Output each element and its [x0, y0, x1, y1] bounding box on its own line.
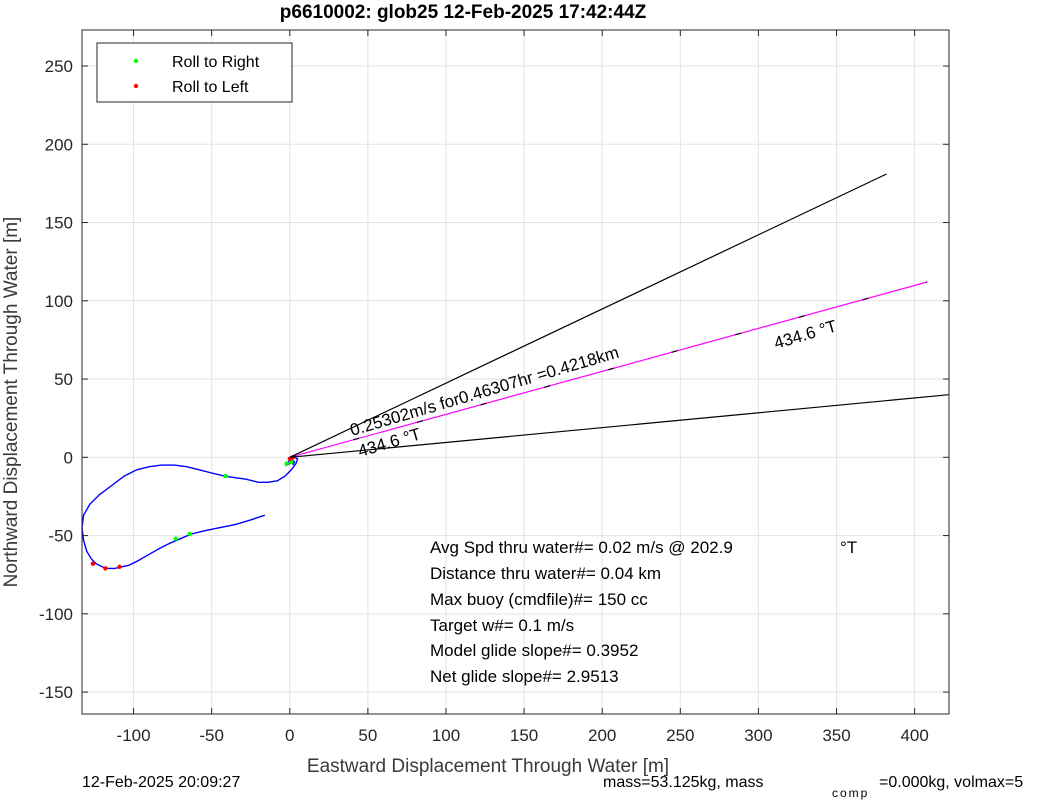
axis-ticks: -100 -50 0 50 100 150 200 250 300 350 400 -150 -100 -…: [39, 30, 949, 745]
legend-box: [96, 42, 293, 103]
stats-block: Avg Spd thru water#= 0.02 m/s @ 202.9 °T…: [430, 538, 857, 686]
y-tick-label: 200: [45, 135, 73, 154]
x-tick-label: -100: [117, 726, 151, 745]
x-tick-label: 50: [358, 726, 377, 745]
x-tick-label: 100: [432, 726, 460, 745]
stat-avg-speed: Avg Spd thru water#= 0.02 m/s @ 202.9: [430, 538, 733, 557]
stat-net-glide: Net glide slope#= 2.9513: [430, 667, 619, 686]
heading-line-0: [289, 173, 887, 458]
stat-avg-speed-unit: °T: [840, 538, 857, 557]
stat-distance: Distance thru water#= 0.04 km: [430, 564, 661, 583]
x-tick-label: 200: [588, 726, 616, 745]
y-tick-label: 100: [45, 292, 73, 311]
x-axis-label: Eastward Displacement Through Water [m]: [307, 756, 669, 777]
roll-left-point: [117, 564, 122, 570]
x-tick-label: 0: [285, 726, 294, 745]
x-tick-label: 250: [666, 726, 694, 745]
y-tick-label: -50: [48, 527, 73, 546]
roll-markers: [90, 455, 296, 571]
x-tick-label: 300: [744, 726, 772, 745]
y-tick-label: 50: [54, 370, 73, 389]
footer-volmax: =0.000kg, volmax=5: [879, 774, 1023, 791]
y-tick-label: 150: [45, 214, 73, 233]
legend: Roll to Right Roll to Left: [96, 42, 293, 103]
plot-frame: [81, 29, 950, 715]
heading-line-dash-overlay: [289, 281, 928, 458]
grid-lines: [82, 30, 949, 714]
y-axis-label: Northward Displacement Through Water [m]: [1, 217, 22, 588]
footer-timestamp: 12-Feb-2025 20:09:27: [82, 774, 240, 791]
x-tick-label: -50: [199, 726, 224, 745]
y-tick-label: 0: [64, 448, 73, 467]
roll-right-point: [284, 461, 289, 466]
stat-model-glide: Model glide slope#= 0.3952: [430, 641, 638, 660]
x-tick-label: 150: [510, 726, 538, 745]
roll-left-point: [103, 566, 108, 571]
y-tick-label: -150: [39, 683, 73, 702]
stat-target-w: Target w#= 0.1 m/s: [430, 616, 574, 635]
track-layer: [81, 456, 299, 570]
heading-line-1: [289, 394, 950, 458]
roll-right-point: [173, 536, 178, 541]
legend-marker-roll-left: [133, 83, 139, 89]
legend-label-roll-right: Roll to Right: [172, 54, 260, 71]
legend-label-roll-left: Roll to Left: [172, 79, 249, 96]
stat-max-buoy: Max buoy (cmdfile)#= 150 cc: [430, 590, 648, 609]
x-tick-label: 400: [900, 726, 928, 745]
y-tick-label: 250: [45, 57, 73, 76]
footer-mass: mass=53.125kg, mass: [603, 774, 764, 791]
glider-track-series: [81, 456, 299, 570]
x-tick-label: 350: [822, 726, 850, 745]
roll-right-point: [187, 531, 192, 537]
chart-title: p6610002: glob25 12-Feb-2025 17:42:44Z: [280, 2, 647, 23]
y-tick-label: -100: [39, 605, 73, 624]
roll-right-point: [223, 473, 228, 479]
footer-mass-comp-subscript: comp: [832, 786, 869, 800]
heading-lines: [289, 173, 950, 458]
legend-marker-roll-right: [133, 58, 139, 64]
roll-left-point: [90, 561, 96, 566]
